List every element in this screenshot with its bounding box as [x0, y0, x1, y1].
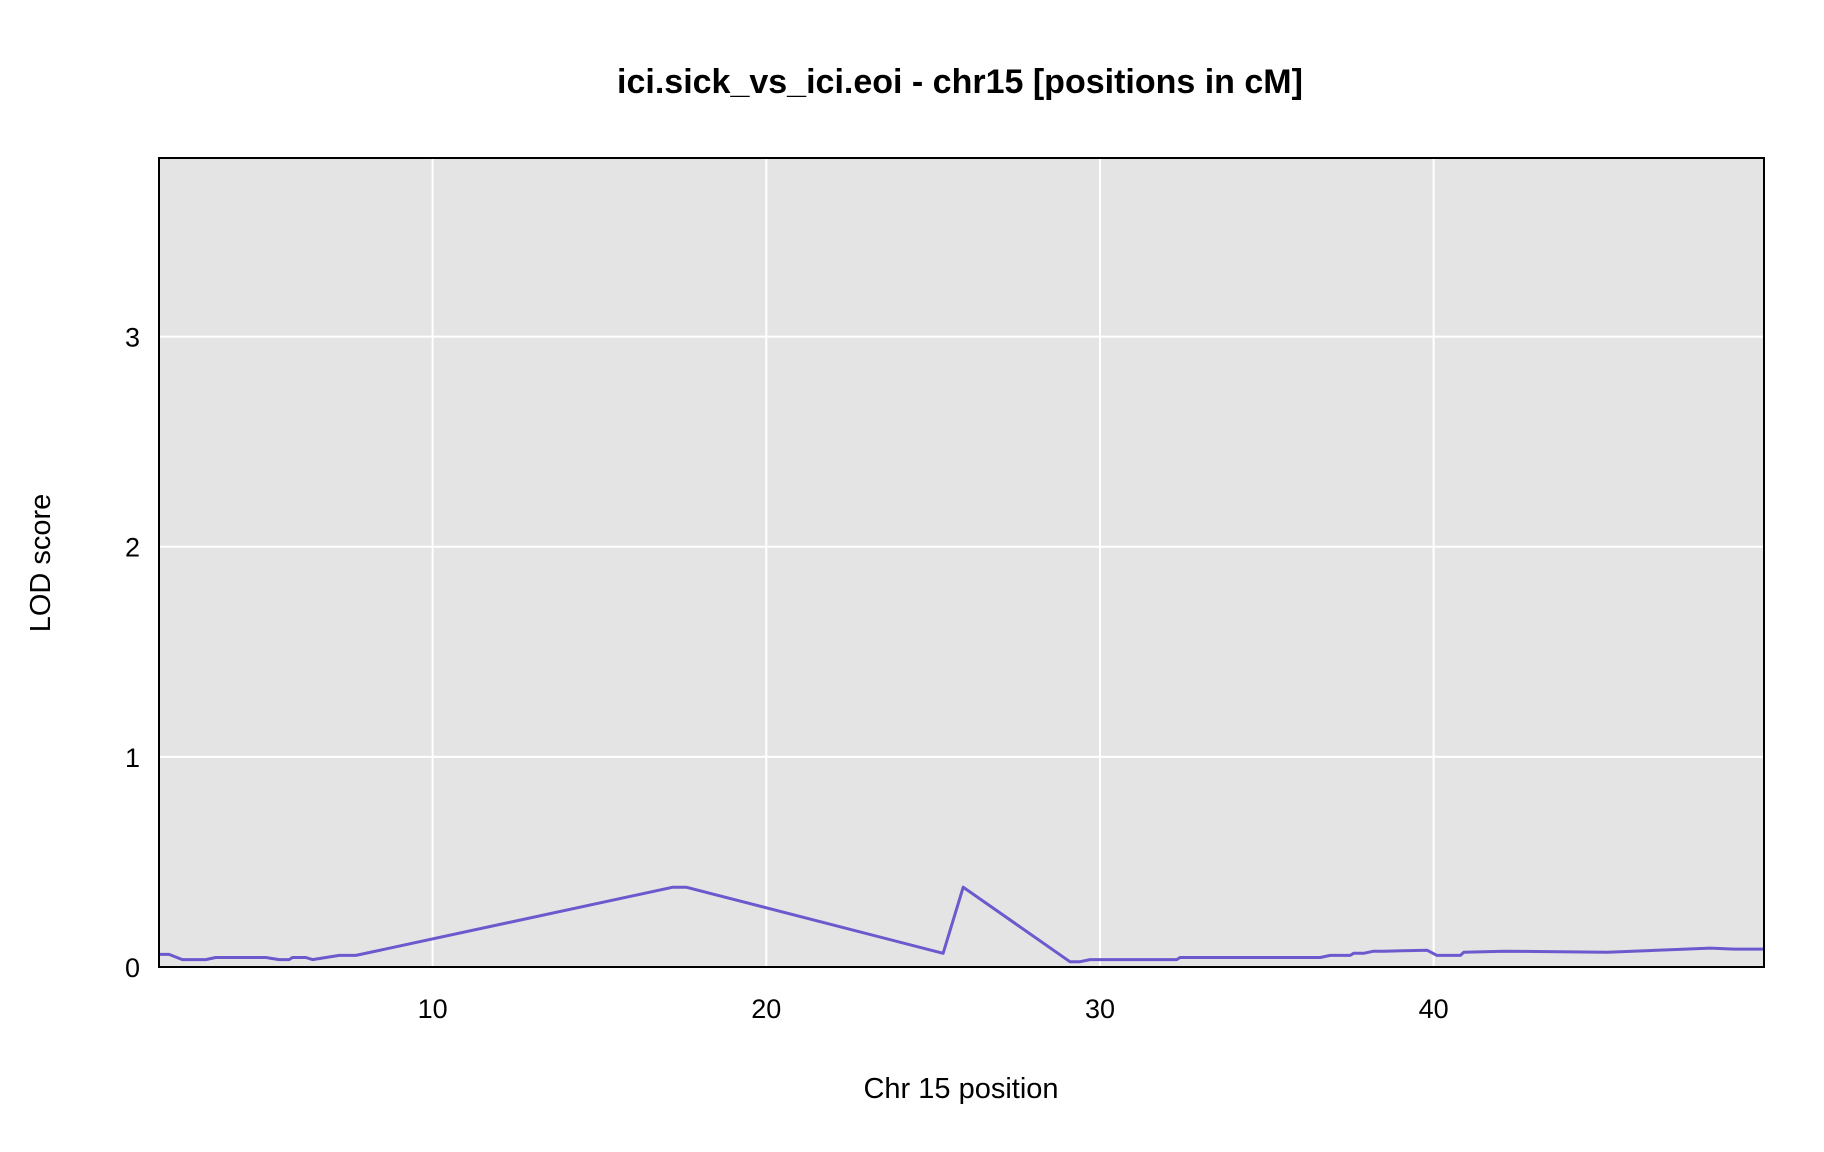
plot-background [159, 158, 1764, 967]
chart-title: ici.sick_vs_ici.eoi - chr15 [positions i… [617, 63, 1303, 101]
y-tick-label-1: 1 [125, 743, 140, 773]
grid-lines [159, 158, 1764, 967]
y-axis-ticks: 0 1 2 3 [125, 323, 140, 983]
y-tick-label-2: 2 [125, 533, 140, 563]
series-line-0 [159, 885, 1764, 964]
y-tick-label-0: 0 [125, 953, 140, 983]
x-tick-label-10: 10 [418, 994, 448, 1024]
y-axis-label: LOD score [25, 494, 57, 633]
x-axis-ticks: 10 20 30 40 [418, 994, 1449, 1024]
y-tick-label-3: 3 [125, 323, 140, 353]
x-tick-label-20: 20 [751, 994, 781, 1024]
series-layer [159, 885, 1764, 964]
x-tick-label-40: 40 [1419, 994, 1449, 1024]
x-tick-label-30: 30 [1085, 994, 1115, 1024]
plot-border [158, 157, 1765, 968]
x-axis-label: Chr 15 position [863, 1073, 1058, 1105]
